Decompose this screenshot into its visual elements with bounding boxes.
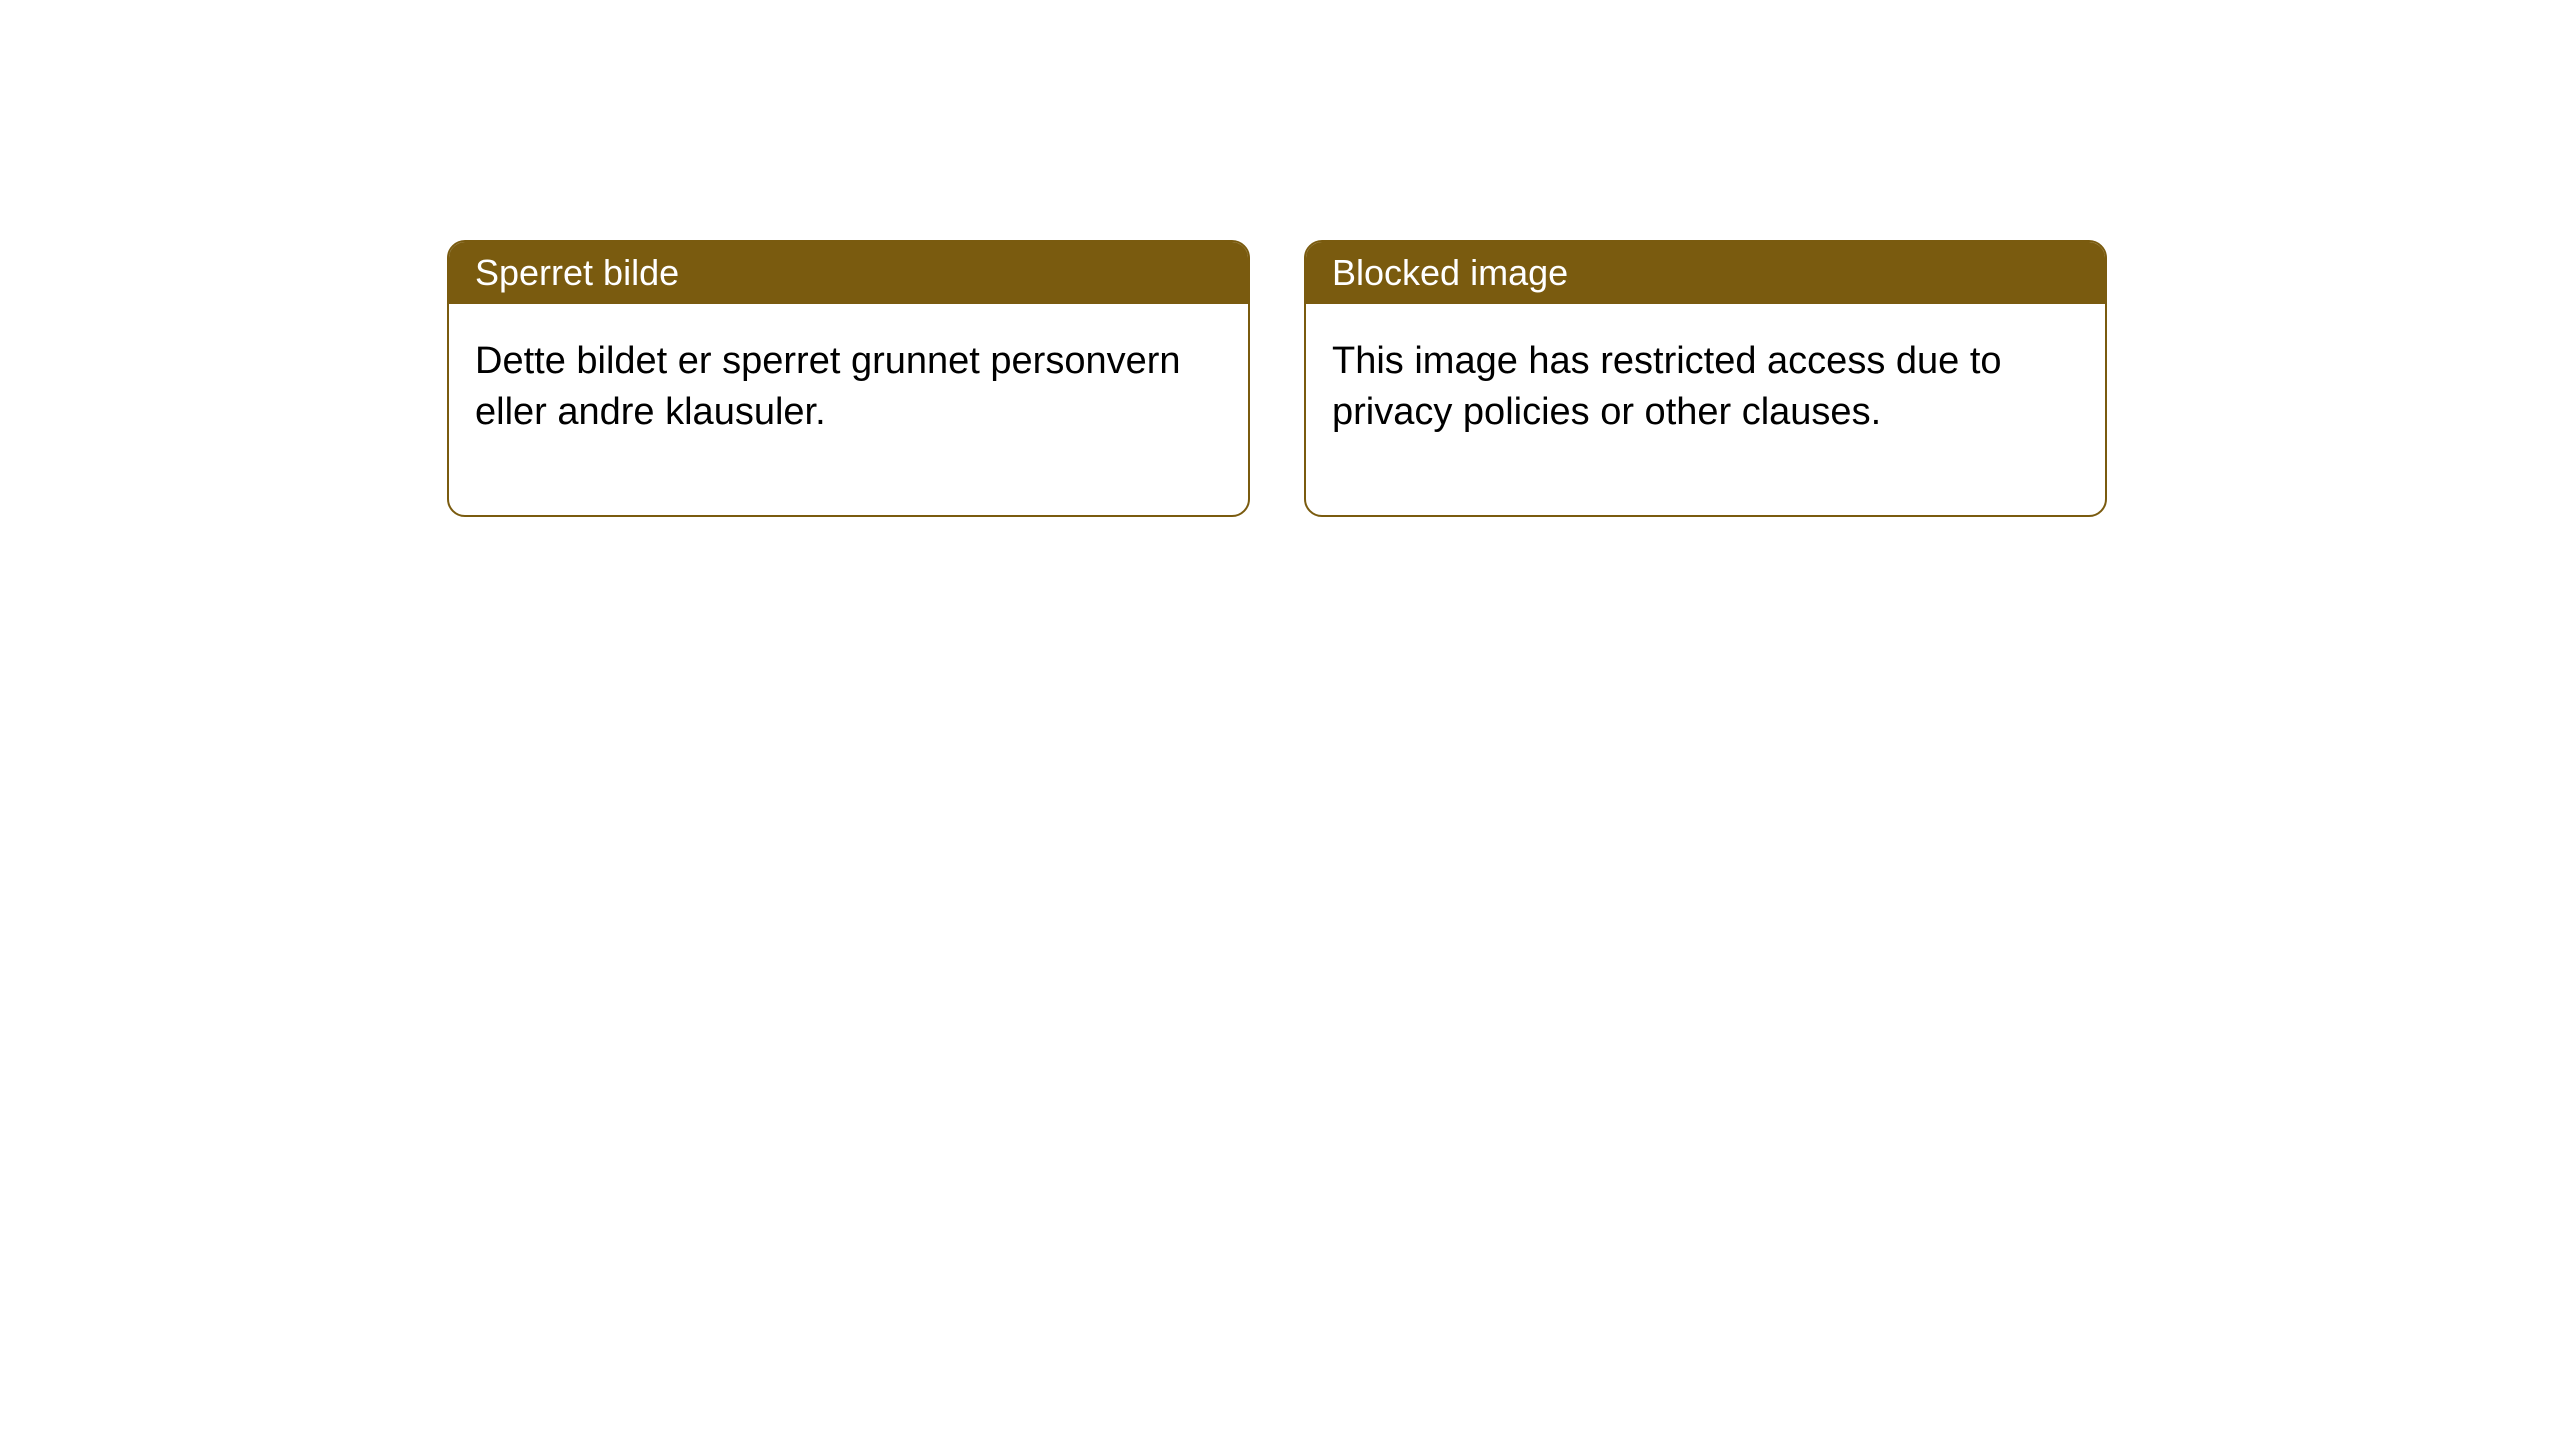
notice-card-title-en: Blocked image [1306,242,2105,304]
notice-card-en: Blocked image This image has restricted … [1304,240,2107,517]
notice-card-title-no: Sperret bilde [449,242,1248,304]
notice-cards-row: Sperret bilde Dette bildet er sperret gr… [447,240,2560,517]
notice-card-body-en: This image has restricted access due to … [1306,304,2105,515]
notice-card-body-no: Dette bildet er sperret grunnet personve… [449,304,1248,515]
notice-card-no: Sperret bilde Dette bildet er sperret gr… [447,240,1250,517]
